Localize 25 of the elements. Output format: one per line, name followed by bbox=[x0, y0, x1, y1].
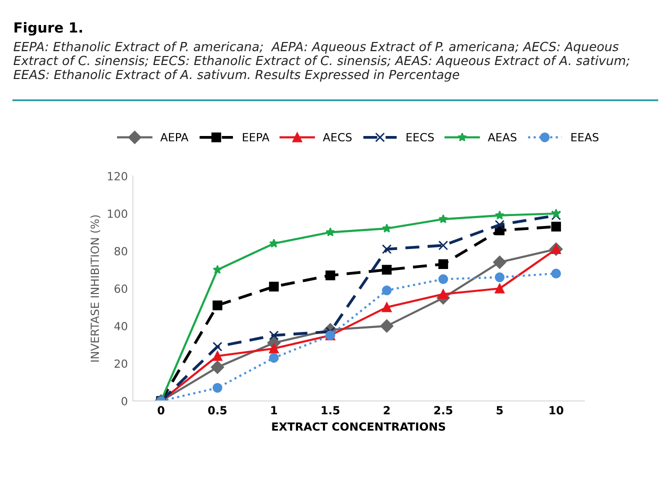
chart-subtitle: EEPA: Ethanolic Extract of P. americana; AEPA: Aqueous Extract of P. americana; AECS: Aqueous Extract of C. sinensis; EECS: Ethanolic Extract of C. sinensis; AEAS: Aqueous Extract of A. sativum; EEAS: Ethanolic Extract of A. sativum. Results Expressed in Percentage bbox=[14, 42, 630, 82]
legend-label: EEAS bbox=[571, 132, 598, 142]
y-tick-label: 80 bbox=[114, 246, 128, 256]
legend-label: AEPA bbox=[160, 133, 188, 142]
y-tick-label: 20 bbox=[114, 359, 128, 368]
x-tick-label: 0 bbox=[158, 406, 164, 414]
x-tick-label: 2 bbox=[384, 406, 390, 414]
legend-label: AECS bbox=[322, 132, 352, 142]
x-tick-label: 10 bbox=[550, 406, 564, 414]
y-tick-label: 0 bbox=[122, 396, 128, 406]
x-axis-title: EXTRACT CONCENTRATIONS bbox=[272, 422, 446, 431]
x-tick-label: 1.5 bbox=[322, 406, 340, 414]
chart-title: Figure 1. bbox=[14, 22, 82, 36]
x-tick-label: 2.5 bbox=[434, 406, 452, 414]
x-tick-label: 0.5 bbox=[208, 406, 227, 414]
y-tick-label: 40 bbox=[114, 322, 128, 330]
x-tick-label: 1 bbox=[271, 406, 277, 414]
y-tick-label: 60 bbox=[114, 284, 128, 293]
legend-label: AEAS bbox=[488, 132, 516, 142]
x-tick-label: 5 bbox=[496, 406, 503, 414]
y-axis-title: INVERTASE INHIBITION (%) bbox=[90, 215, 100, 362]
legend-label: EEPA bbox=[242, 133, 270, 142]
legend-label: EECS bbox=[406, 132, 434, 142]
y-tick-label: 120 bbox=[108, 172, 128, 180]
y-tick-label: 100 bbox=[108, 210, 128, 218]
